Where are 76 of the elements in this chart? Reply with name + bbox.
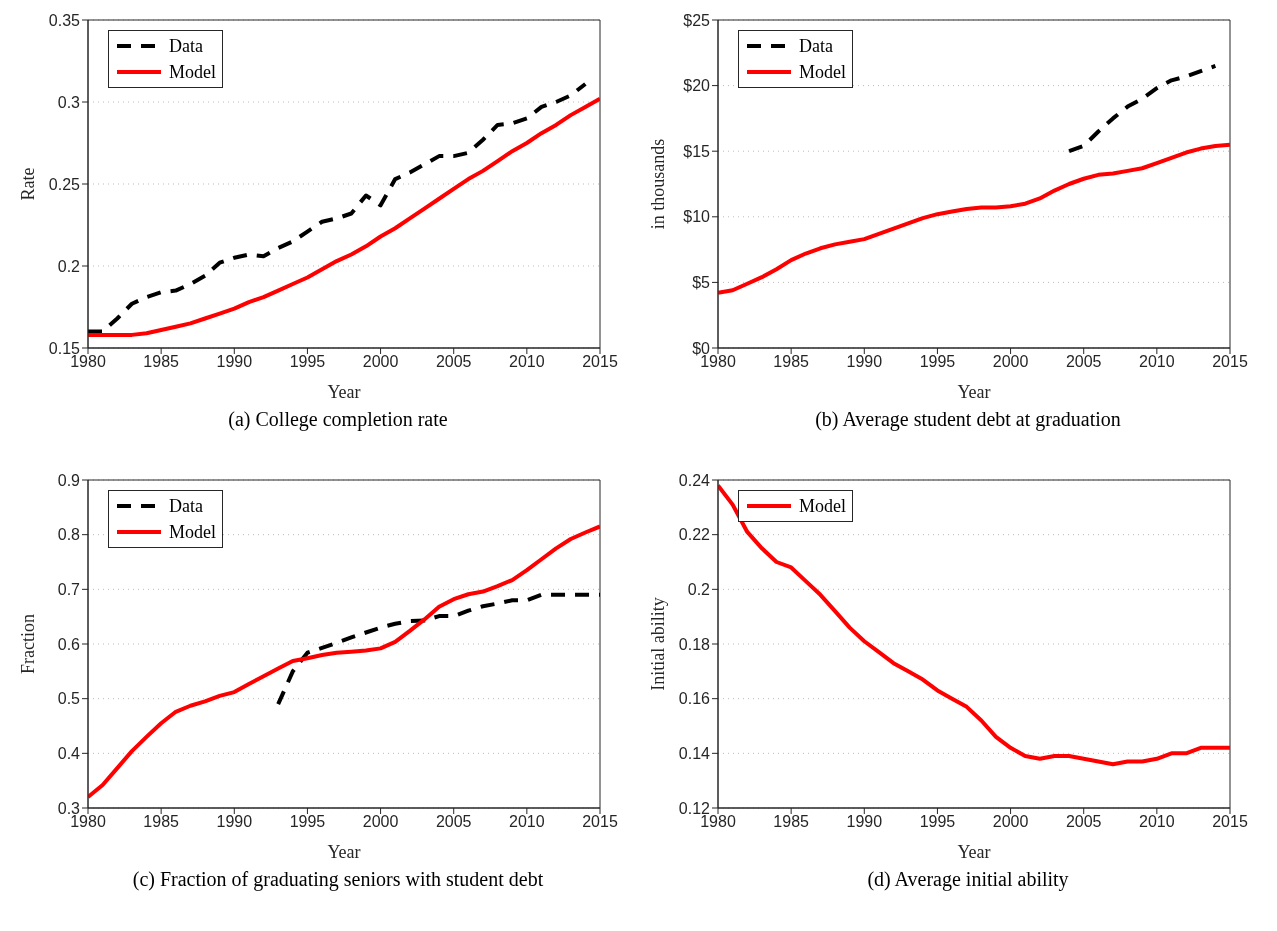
x-tick-label: 1980 [70, 813, 106, 831]
x-tick-label: 2015 [1212, 353, 1248, 371]
y-axis-title: Fraction [18, 614, 39, 674]
x-tick-label: 1985 [143, 353, 180, 371]
x-tick-label: 2010 [1139, 813, 1175, 831]
x-tick-label: 2005 [1065, 353, 1102, 371]
x-tick-label: 1995 [289, 353, 326, 371]
legend-label: Model [169, 521, 216, 544]
x-tick-label: 1980 [700, 813, 736, 831]
y-tick-label: 0.8 [57, 526, 81, 544]
x-axis-title: Year [957, 842, 991, 862]
text: (b) Average student debt at graduation [814, 408, 1122, 431]
x-tick-label: 2005 [435, 813, 472, 831]
y-tick-label: 0.3 [57, 93, 81, 111]
line-series [88, 524, 600, 800]
x-tick-label: 1985 [773, 813, 810, 831]
line-series [718, 142, 1230, 295]
y-axis-title: Rate [18, 167, 39, 201]
x-axis-title: Year [957, 382, 991, 402]
x-tick-label: 2015 [582, 813, 618, 831]
y-tick-label: 0.2 [687, 581, 711, 599]
x-tick-label: 2015 [1212, 813, 1248, 831]
x-axis-title: Year [327, 382, 361, 402]
y-tick-label: 0.2 [57, 257, 81, 275]
line-series [1067, 63, 1218, 154]
y-axis-title: Initial ability [648, 597, 669, 691]
x-tick-label: 1985 [143, 813, 180, 831]
text: (a) College completion rate [227, 408, 449, 431]
y-tick-label: 0.22 [678, 526, 711, 544]
legend-label: Data [169, 35, 203, 58]
y-tick-label: 0.24 [678, 471, 711, 489]
x-tick-label: 1990 [216, 813, 253, 831]
legend-label: Data [169, 495, 203, 518]
y-tick-label: $15 [683, 142, 711, 160]
line-series [718, 483, 1230, 767]
text: (c) Fraction of graduating seniors with student debt [131, 868, 545, 891]
y-tick-label: 0.16 [678, 690, 711, 708]
y-tick-label: 0.6 [57, 635, 81, 653]
legend-label: Data [799, 35, 833, 58]
x-tick-label: 2010 [509, 353, 545, 371]
y-tick-label: $20 [683, 77, 711, 95]
y-tick-label: $10 [683, 208, 711, 226]
y-tick-label: 0.4 [57, 745, 81, 763]
text: (d) Average initial ability [866, 868, 1070, 891]
x-tick-label: 1995 [289, 813, 326, 831]
legend-label: Model [169, 61, 216, 84]
y-tick-label: 0.25 [48, 175, 81, 193]
x-axis-title: Year [327, 842, 361, 862]
x-tick-label: 1990 [846, 813, 883, 831]
legend-label: Model [799, 495, 846, 518]
y-tick-label: 0.5 [57, 690, 81, 708]
y-tick-label: $5 [692, 274, 711, 292]
x-tick-label: 2005 [435, 353, 472, 371]
y-tick-label: 0.35 [48, 11, 81, 29]
x-tick-label: 1995 [919, 813, 956, 831]
y-tick-label: 0.7 [57, 581, 81, 599]
x-tick-label: 2005 [1065, 813, 1102, 831]
x-tick-label: 1995 [919, 353, 956, 371]
y-tick-label: 0.14 [678, 745, 711, 763]
x-tick-label: 2010 [1139, 353, 1175, 371]
x-tick-label: 2000 [992, 813, 1029, 831]
x-tick-label: 1985 [773, 353, 810, 371]
x-tick-label: 2000 [992, 353, 1029, 371]
x-tick-label: 2015 [582, 353, 618, 371]
legend-label: Model [799, 61, 846, 84]
line-series [276, 592, 600, 707]
x-tick-label: 1990 [216, 353, 253, 371]
x-tick-label: 1990 [846, 353, 883, 371]
x-tick-label: 2000 [362, 813, 399, 831]
x-tick-label: 2000 [362, 353, 399, 371]
x-tick-label: 1980 [70, 353, 106, 371]
y-tick-label: 0.9 [57, 471, 81, 489]
y-tick-label: 0.18 [678, 635, 711, 653]
y-axis-title: in thousands [648, 138, 669, 230]
y-tick-label: $25 [683, 11, 711, 29]
x-tick-label: 2010 [509, 813, 545, 831]
